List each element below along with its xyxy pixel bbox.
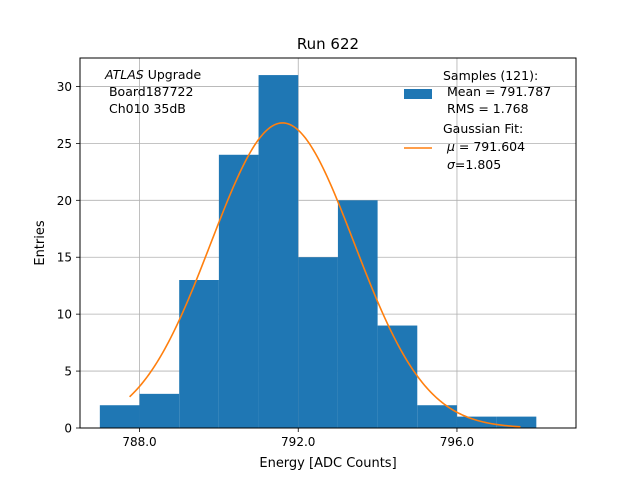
histogram-bar xyxy=(417,405,457,428)
y-tick-label: 15 xyxy=(57,251,72,265)
y-tick-label: 20 xyxy=(57,194,72,208)
y-axis-label: Entries xyxy=(33,220,48,266)
histogram-bar xyxy=(99,405,140,428)
legend-fit-line-2: μ = 791.604 xyxy=(443,139,525,154)
legend-samples-line-1: Samples (121): xyxy=(443,68,538,83)
histogram-bar xyxy=(496,416,537,428)
legend: Samples (121): Mean = 791.787 RMS = 1.76… xyxy=(404,68,551,172)
legend-fit-line-3: σ=1.805 xyxy=(443,157,501,172)
x-axis-label: Energy [ADC Counts] xyxy=(259,456,396,471)
x-tick-label: 796.0 xyxy=(440,435,474,449)
histogram-bars xyxy=(99,75,537,429)
atlas-annotation: ATLAS Upgrade Board187722 Ch010 35dB xyxy=(104,67,201,116)
legend-samples-line-3: RMS = 1.768 xyxy=(443,101,529,116)
x-tick-label: 792.0 xyxy=(281,435,315,449)
histogram-bar xyxy=(218,154,259,428)
annotation-line-2: Board187722 xyxy=(105,84,193,99)
axis-ticks: 788.0 792.0 796.0 0 5 10 15 20 25 30 xyxy=(57,80,474,449)
y-tick-label: 0 xyxy=(64,422,72,436)
chart-title: Run 622 xyxy=(297,35,359,53)
histogram-bar xyxy=(298,257,338,428)
annotation-line-3: Ch010 35dB xyxy=(105,101,186,116)
annotation-line-1: ATLAS Upgrade xyxy=(104,67,201,82)
histogram-bar xyxy=(139,393,180,428)
histogram-bar xyxy=(377,325,418,428)
y-tick-label: 10 xyxy=(57,308,72,322)
legend-samples-line-2: Mean = 791.787 xyxy=(443,84,551,99)
y-tick-label: 5 xyxy=(64,365,72,379)
y-tick-label: 25 xyxy=(57,137,72,151)
histogram-bar xyxy=(258,75,299,429)
x-tick-label: 788.0 xyxy=(122,435,156,449)
legend-samples-swatch xyxy=(404,89,432,99)
legend-fit-line-1: Gaussian Fit: xyxy=(443,121,523,136)
histogram-bar xyxy=(179,280,219,428)
plot-frame xyxy=(79,57,577,429)
gaussian-fit-curve xyxy=(129,122,521,428)
histogram-bar xyxy=(456,416,497,428)
y-tick-label: 30 xyxy=(57,80,72,94)
histogram-bar xyxy=(337,200,378,428)
